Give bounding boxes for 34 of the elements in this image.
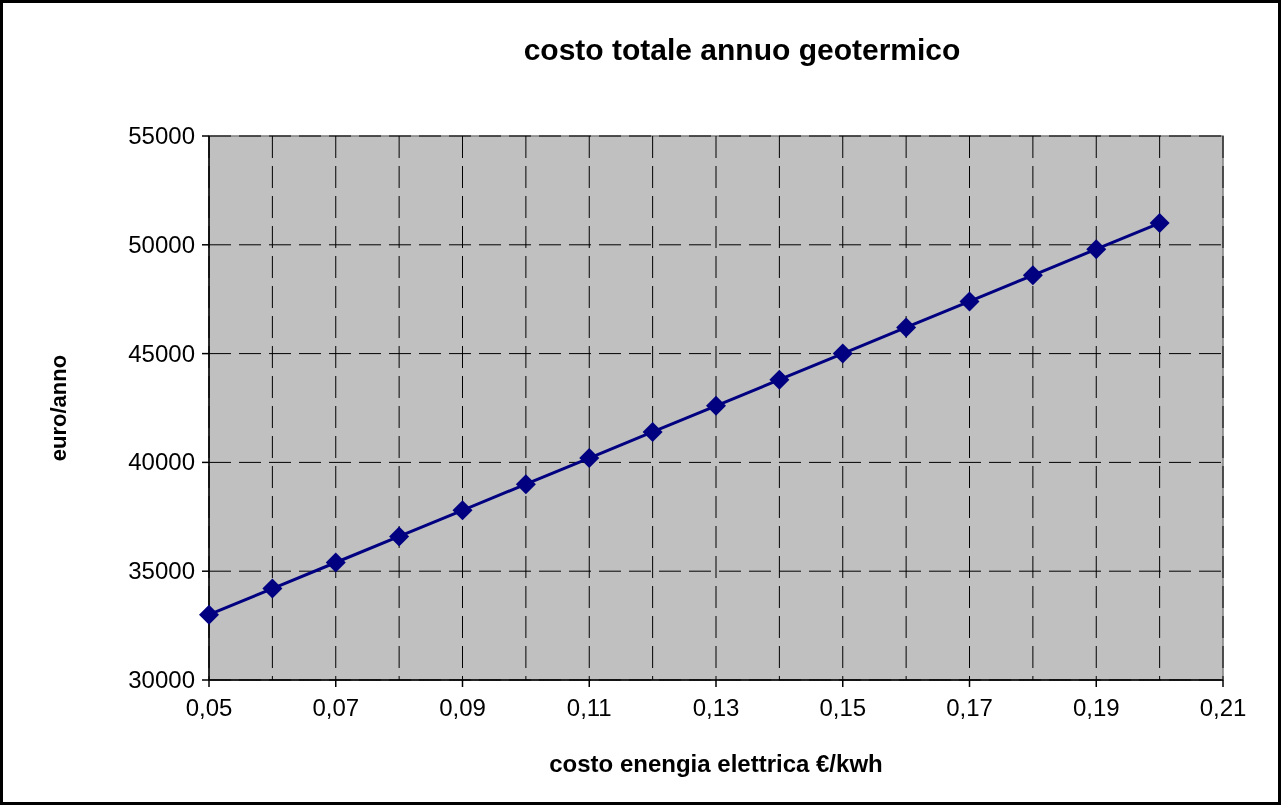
x-tick-label: 0,07 xyxy=(312,694,360,721)
point xyxy=(1022,265,1043,286)
point xyxy=(896,317,917,338)
y-tick-label: 45000 xyxy=(128,339,195,367)
point xyxy=(706,395,726,416)
x-tick-label: 0,05 xyxy=(185,694,233,721)
point xyxy=(262,578,283,599)
point xyxy=(642,421,663,442)
y-tick-label: 30000 xyxy=(128,666,195,693)
y-tick-label: 50000 xyxy=(128,230,195,258)
point xyxy=(452,500,473,521)
x-tick-label: 0,11 xyxy=(566,694,612,721)
y-tick-label: 35000 xyxy=(128,557,195,585)
point xyxy=(515,474,536,495)
x-tick-label: 0,09 xyxy=(439,694,486,721)
x-tick-label: 0,21 xyxy=(1199,694,1247,721)
x-tick-label: 0,19 xyxy=(1072,694,1120,721)
x-axis-title: costo enengia elettrica €/kwh xyxy=(549,750,883,777)
point xyxy=(325,552,346,573)
point xyxy=(832,343,853,364)
point xyxy=(1086,239,1107,260)
chart-title: costo totale annuo geotermico xyxy=(523,33,961,66)
x-tick-label: 0,15 xyxy=(819,694,867,721)
point xyxy=(769,369,790,390)
y-tick-label: 40000 xyxy=(128,448,195,476)
point xyxy=(199,604,219,625)
point xyxy=(1149,213,1170,234)
y-axis-title: euro/anno xyxy=(46,354,71,462)
y-tick-label: 55000 xyxy=(128,122,195,149)
x-tick-label: 0,17 xyxy=(946,694,993,721)
point xyxy=(579,448,600,469)
point xyxy=(389,526,410,547)
x-tick-label: 0,13 xyxy=(692,694,740,721)
point xyxy=(959,291,980,312)
